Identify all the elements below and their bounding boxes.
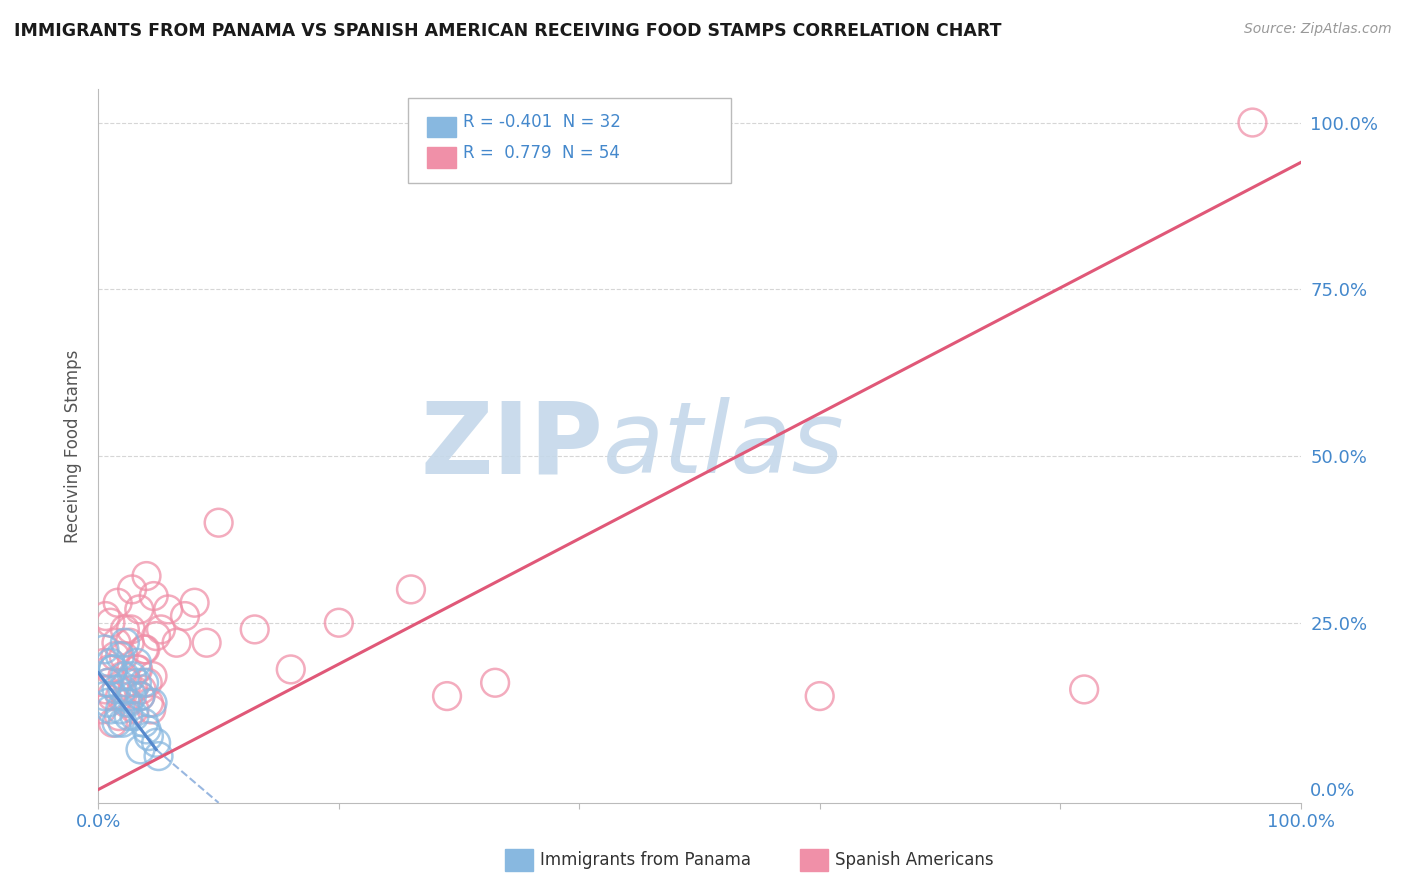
Point	[111, 715, 134, 730]
Point	[114, 623, 136, 637]
Point	[105, 636, 128, 650]
Point	[100, 615, 122, 630]
Point	[105, 715, 128, 730]
Point	[183, 596, 205, 610]
Point	[243, 623, 266, 637]
Text: ZIP: ZIP	[420, 398, 603, 494]
Point	[108, 649, 131, 664]
Point	[138, 696, 160, 710]
Point	[114, 636, 136, 650]
Point	[328, 615, 350, 630]
Point	[122, 682, 145, 697]
Point	[124, 702, 146, 716]
Point	[94, 609, 117, 624]
Point	[166, 636, 188, 650]
Point	[129, 689, 152, 703]
Point	[1241, 115, 1264, 129]
Point	[91, 702, 114, 716]
Point	[117, 696, 139, 710]
Point	[93, 689, 115, 703]
Text: atlas: atlas	[603, 398, 845, 494]
Point	[129, 742, 152, 756]
Point	[1073, 682, 1095, 697]
Point	[112, 649, 135, 664]
Point	[129, 689, 152, 703]
Point	[135, 569, 157, 583]
Point	[125, 662, 148, 676]
Point	[149, 623, 172, 637]
Point	[105, 682, 128, 697]
Point	[131, 682, 153, 697]
Point	[93, 656, 115, 670]
Point	[97, 696, 120, 710]
Point	[136, 675, 159, 690]
Point	[111, 669, 134, 683]
Point	[108, 689, 131, 703]
Point	[120, 623, 142, 637]
Point	[280, 662, 302, 676]
Text: Immigrants from Panama: Immigrants from Panama	[540, 851, 751, 869]
Point	[484, 675, 506, 690]
Point	[208, 516, 231, 530]
Point	[115, 696, 138, 710]
Point	[108, 702, 131, 716]
Point	[107, 596, 129, 610]
Point	[141, 696, 163, 710]
Point	[100, 656, 122, 670]
Point	[436, 689, 458, 703]
Point	[125, 656, 148, 670]
Point	[121, 582, 143, 597]
Point	[94, 682, 117, 697]
Point	[132, 715, 155, 730]
Point	[118, 636, 141, 650]
Point	[195, 636, 218, 650]
Text: Spanish Americans: Spanish Americans	[835, 851, 994, 869]
Point	[101, 662, 124, 676]
Point	[125, 675, 148, 690]
Point	[108, 709, 131, 723]
Point	[101, 662, 124, 676]
Point	[124, 709, 146, 723]
Y-axis label: Receiving Food Stamps: Receiving Food Stamps	[65, 350, 83, 542]
Point	[399, 582, 422, 597]
Point	[97, 675, 120, 690]
Point	[132, 675, 155, 690]
Point	[138, 729, 160, 743]
Point	[141, 669, 163, 683]
Point	[142, 589, 165, 603]
Point	[132, 642, 155, 657]
Point	[104, 649, 127, 664]
Point	[148, 749, 170, 764]
Point	[114, 669, 136, 683]
Point	[93, 642, 115, 657]
Point	[121, 669, 143, 683]
Point	[174, 609, 197, 624]
Text: R = -0.401  N = 32: R = -0.401 N = 32	[463, 113, 620, 131]
Point	[101, 715, 124, 730]
Point	[97, 675, 120, 690]
Point	[100, 702, 122, 716]
Point	[121, 689, 143, 703]
Point	[145, 736, 167, 750]
Point	[98, 662, 121, 676]
Point	[145, 629, 167, 643]
Point	[100, 689, 122, 703]
Point	[117, 675, 139, 690]
Point	[808, 689, 831, 703]
Point	[157, 602, 180, 616]
Text: Source: ZipAtlas.com: Source: ZipAtlas.com	[1244, 22, 1392, 37]
Point	[134, 642, 156, 657]
Text: R =  0.779  N = 54: R = 0.779 N = 54	[463, 145, 620, 162]
Point	[128, 602, 150, 616]
Point	[135, 723, 157, 737]
Point	[141, 702, 163, 716]
Point	[127, 662, 149, 676]
Text: IMMIGRANTS FROM PANAMA VS SPANISH AMERICAN RECEIVING FOOD STAMPS CORRELATION CHA: IMMIGRANTS FROM PANAMA VS SPANISH AMERIC…	[14, 22, 1001, 40]
Point	[111, 682, 134, 697]
Point	[117, 709, 139, 723]
